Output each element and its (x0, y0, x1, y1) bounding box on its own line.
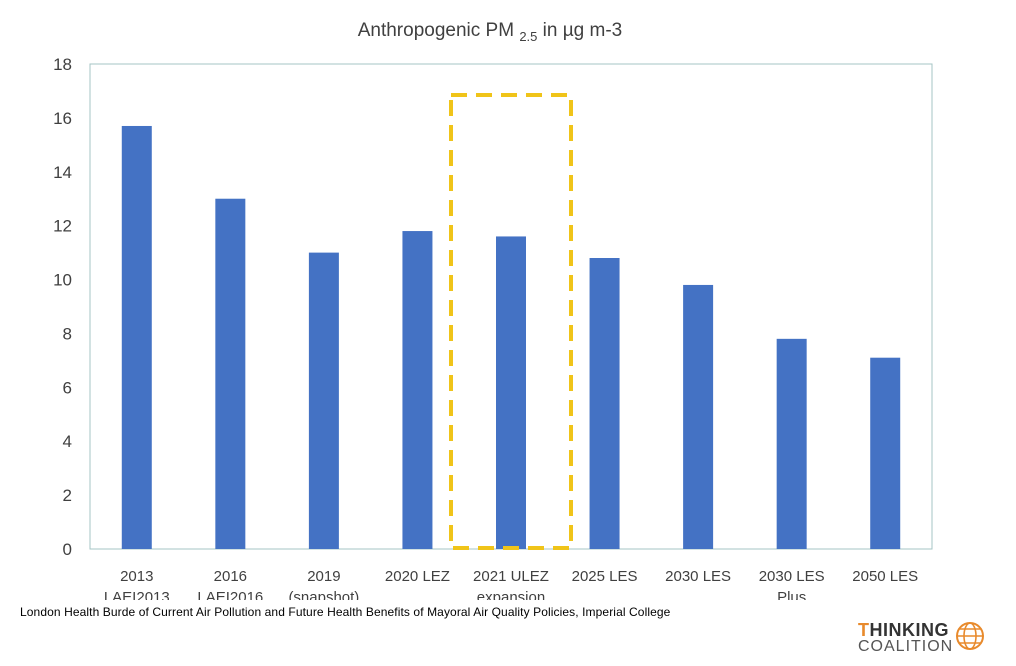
y-tick-label: 16 (53, 109, 72, 128)
x-tick-label: 2030 LES Plus (759, 568, 825, 600)
x-axis: 2013 LAEI2013 2016 LAEI2016 2019 (snapshot) 20… (104, 568, 918, 600)
bars (121, 125, 901, 550)
bar (215, 198, 246, 549)
bar (308, 252, 339, 549)
title-main: Anthropogenic PM (358, 20, 520, 41)
x-tick-label: 2050 LES (852, 568, 918, 585)
bar (870, 357, 901, 549)
logo-wordmark-bottom: COALITION (858, 638, 954, 655)
y-tick-label: 6 (63, 378, 72, 397)
globe-icon (956, 622, 984, 650)
x-tick-label: 2020 LEZ (385, 568, 450, 585)
highlight-dashed-rect (449, 93, 573, 550)
title-tail: in µg m-3 (537, 20, 622, 41)
bar (683, 284, 714, 549)
x-tick-label: 2016 LAEI2016 (197, 568, 263, 600)
source-citation: London Health Burde of Current Air Pollu… (20, 605, 671, 619)
bar (402, 231, 433, 550)
x-tick-label: 2030 LES (665, 568, 731, 585)
x-tick-label: 2021 ULEZ expansion (473, 568, 549, 600)
y-axis: 0 2 4 6 8 10 12 14 16 18 (53, 55, 72, 559)
y-tick-label: 4 (63, 432, 72, 451)
thinking-coalition-logo: THINKING COALITION (858, 618, 988, 658)
x-tick-label: 2025 LES (572, 568, 638, 585)
logo-wordmark-top: THINKING (858, 620, 949, 641)
highlight-box (449, 93, 573, 550)
y-tick-label: 14 (53, 163, 72, 182)
chart: Anthropogenic PM 2.5 in µg m-3 0 2 4 6 8 10 12… (53, 20, 933, 600)
x-tick-label: 2013 LAEI2013 (104, 568, 170, 600)
bar (121, 125, 152, 549)
y-tick-label: 12 (53, 217, 72, 236)
y-tick-label: 8 (63, 324, 72, 343)
bar (776, 338, 807, 549)
bar (589, 258, 620, 549)
logo-wordmark-rest: HINKING (869, 620, 949, 640)
chart-title: Anthropogenic PM 2.5 in µg m-3 (358, 20, 623, 44)
bar (496, 236, 526, 549)
x-tick-label: 2019 (snapshot) (288, 568, 359, 600)
y-tick-label: 10 (53, 271, 72, 290)
y-tick-label: 2 (63, 486, 72, 505)
y-tick-label: 18 (53, 55, 72, 74)
y-tick-label: 0 (63, 540, 72, 559)
title-subscript: 2.5 (519, 29, 537, 44)
logo-accent-letter: T (858, 620, 870, 640)
